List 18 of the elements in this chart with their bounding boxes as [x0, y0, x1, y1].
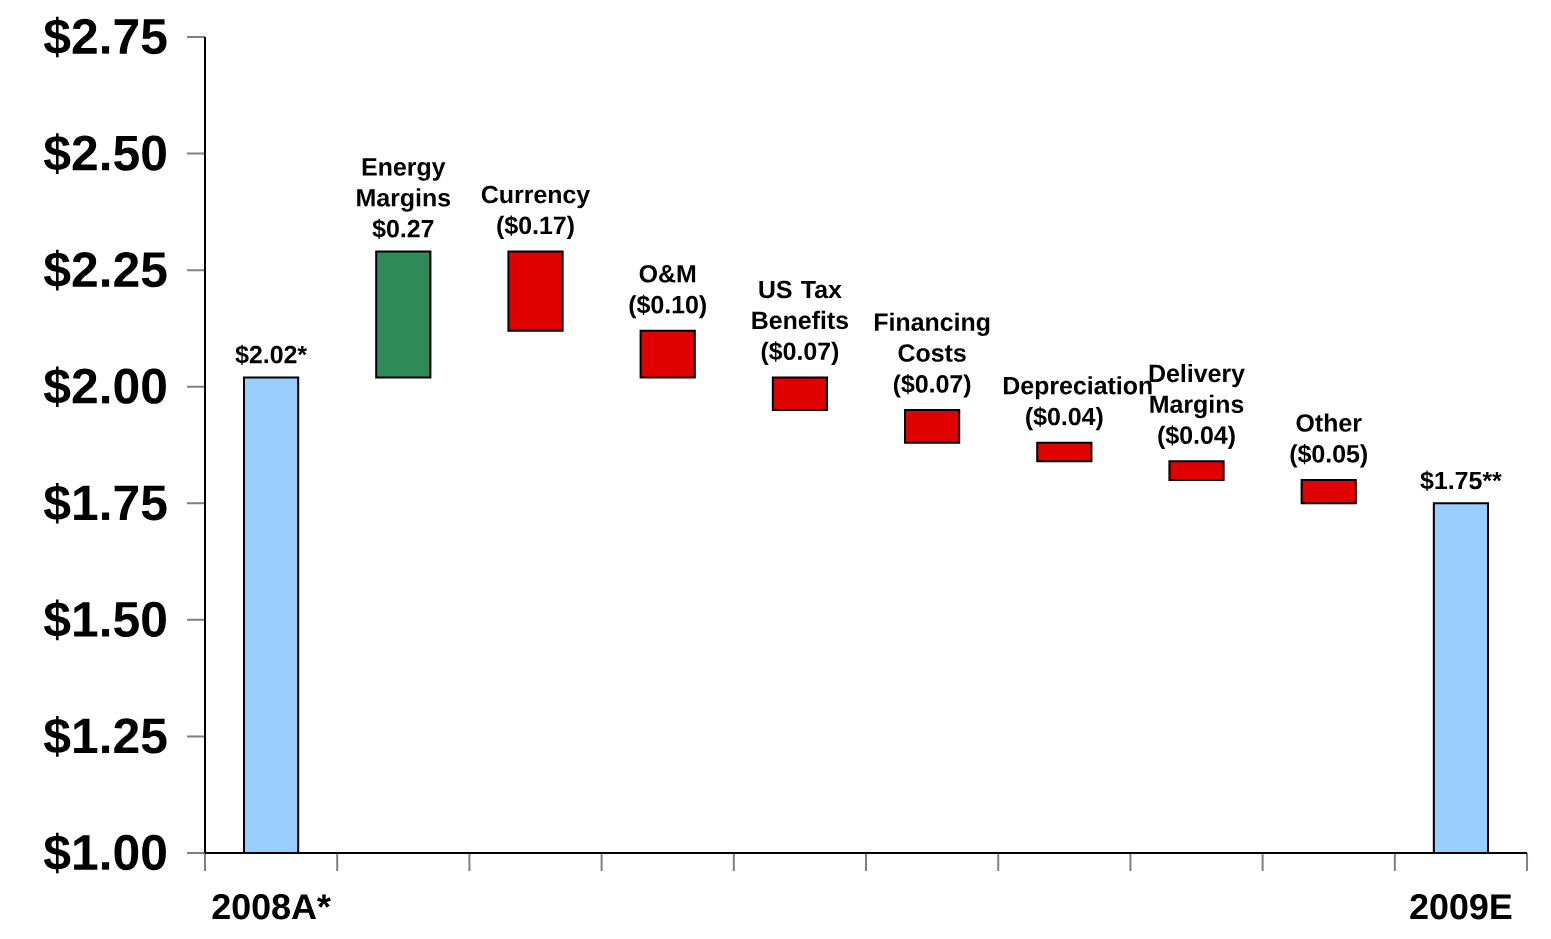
x-tick-label: 2008A* — [212, 894, 331, 920]
y-tick-label: $1.25 — [43, 716, 167, 757]
data-label: $2.02* — [235, 344, 308, 365]
y-tick-label: $1.75 — [43, 482, 167, 524]
y-tick-label: $2.25 — [43, 249, 167, 291]
data-label: $1.75** — [1420, 470, 1502, 491]
data-label: Energy Margins $0.27 — [357, 158, 451, 240]
data-label: Currency ($0.17) — [481, 185, 591, 240]
y-tick-label: $2.50 — [43, 133, 166, 174]
data-label: Financing Costs ($0.07) — [874, 312, 990, 398]
y-tick-label: $1.00 — [43, 832, 166, 874]
y-tick-label: $1.50 — [43, 599, 166, 641]
y-tick-label: $2.00 — [43, 366, 166, 408]
y-tick-label: $2.75 — [43, 16, 167, 58]
x-tick-label: 2009E — [1410, 894, 1512, 920]
data-label: US Tax Benefits ($0.07) — [752, 280, 849, 365]
data-label: O&M ($0.10) — [629, 264, 706, 319]
data-label: Other ($0.05) — [1290, 413, 1367, 468]
